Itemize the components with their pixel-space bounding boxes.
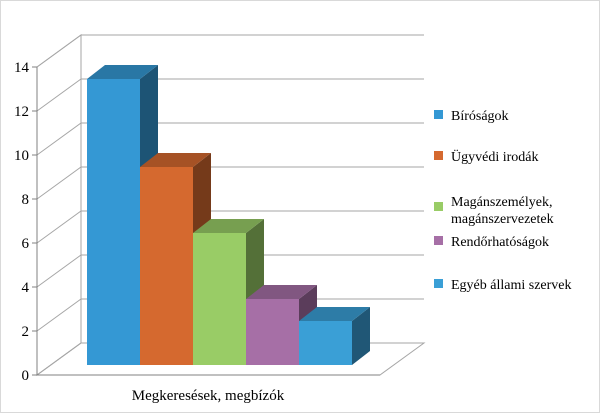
x-tick-label: Megkeresések, megbízók	[132, 388, 285, 404]
gridline	[37, 35, 424, 67]
bar	[299, 321, 352, 365]
legend-label: Bíróságok	[451, 109, 509, 124]
legend-label: Ügyvédi irodák	[451, 148, 538, 165]
legend-swatch	[434, 202, 443, 211]
bar-3d	[299, 307, 370, 365]
y-axis: 0 2 4 6 8 10 12 14	[14, 60, 37, 384]
legend-label: Rendőrhatóságok	[451, 235, 549, 250]
legend-swatch	[434, 110, 443, 119]
legend-item: Egyéb állami szervek	[434, 278, 572, 293]
y-tick-label: 2	[22, 324, 30, 340]
y-tick-label: 12	[14, 104, 29, 120]
side-wall	[37, 35, 81, 375]
y-tick-label: 8	[22, 192, 30, 208]
y-tick-label: 14	[14, 60, 30, 76]
legend-label: magánszervezetek	[451, 212, 554, 227]
legend-label: Magánszemélyek,	[451, 195, 552, 210]
bar	[87, 79, 140, 365]
bar	[246, 299, 299, 365]
legend-swatch	[434, 151, 443, 160]
y-tick-label: 0	[22, 368, 30, 384]
legend-swatch	[434, 279, 443, 288]
legend-swatch	[434, 236, 443, 245]
legend-item: Rendőrhatóságok	[434, 235, 549, 250]
bar	[193, 233, 246, 365]
bar	[140, 167, 193, 365]
x-axis: Megkeresések, megbízók	[37, 375, 380, 404]
legend-label: Egyéb állami szervek	[451, 278, 572, 293]
legend-item: Magánszemélyek, magánszervezetek	[434, 195, 554, 227]
legend: Bíróságok Ügyvédi irodák Magánszemélyek, ma…	[434, 109, 572, 293]
y-tick-label: 6	[22, 236, 30, 252]
y-tick-label: 10	[14, 148, 29, 164]
legend-item: Ügyvédi irodák	[434, 148, 538, 165]
y-tick-label: 4	[22, 280, 30, 296]
legend-item: Bíróságok	[434, 109, 509, 124]
bars	[87, 65, 370, 365]
